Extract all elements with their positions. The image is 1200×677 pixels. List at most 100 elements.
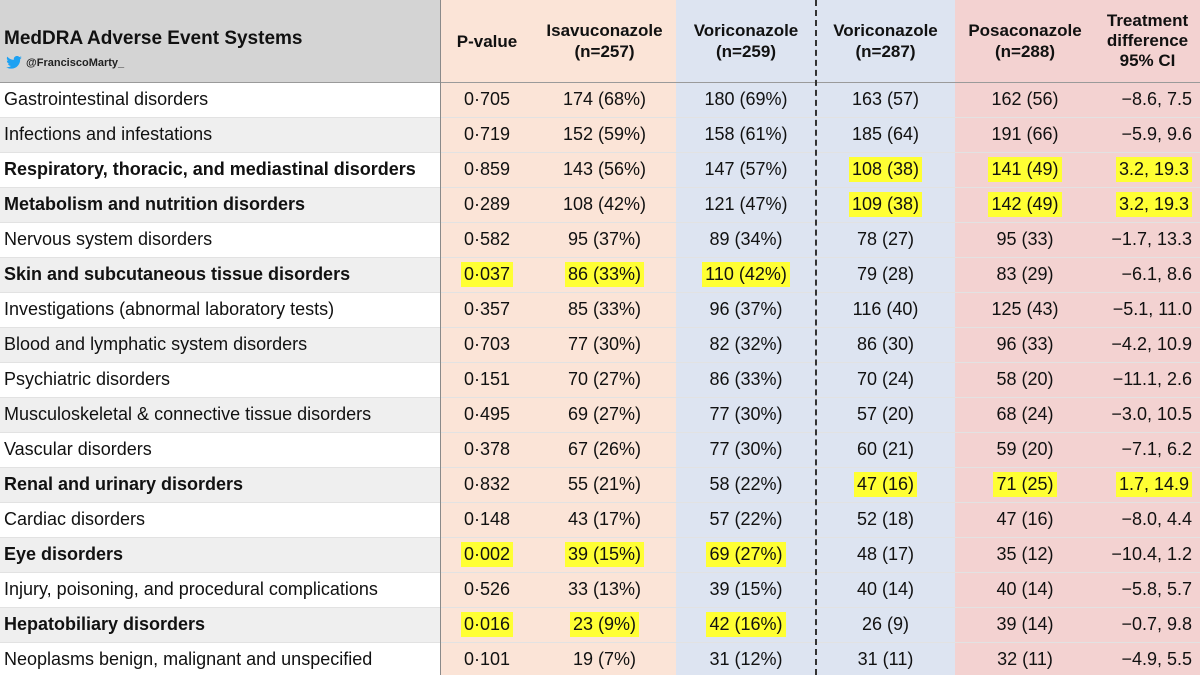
cell-vor2: 26 (9) [816, 607, 955, 642]
row-divider [0, 607, 1200, 608]
row-label: Respiratory, thoracic, and mediastinal d… [4, 159, 416, 179]
cell-diff-value: −5.8, 5.7 [1121, 579, 1192, 599]
cell-pvalue-value: 0·037 [460, 262, 514, 287]
cell-pvalue: 0·832 [441, 467, 533, 502]
cell-pvalue-value: 0·703 [463, 334, 511, 354]
cell-vor1: 82 (32%) [676, 327, 816, 362]
row-label: Investigations (abnormal laboratory test… [4, 299, 335, 319]
cell-pos-value: 141 (49) [988, 157, 1062, 182]
cell-vor2-value: 70 (24) [856, 369, 915, 389]
cell-pos: 83 (29) [955, 257, 1095, 292]
cell-pos-value: 83 (29) [996, 264, 1054, 284]
cell-vor1-value: 89 (34%) [709, 229, 783, 249]
treatment-difference-column-bg [1095, 0, 1200, 675]
twitter-handle: @FranciscoMarty_ [6, 56, 124, 69]
posaconazole-column-bg [955, 0, 1095, 675]
cell-vor2-value: 40 (14) [856, 579, 915, 599]
cell-pvalue-value: 0·859 [463, 159, 511, 179]
table-title: MedDRA Adverse Event Systems [4, 28, 303, 49]
cell-diff-value: −4.2, 10.9 [1111, 334, 1192, 354]
cell-pos: 32 (11) [955, 642, 1095, 677]
header-posaconazole-drug: Posaconazole [968, 21, 1082, 40]
cell-pvalue: 0·703 [441, 327, 533, 362]
cell-vor2: 108 (38) [816, 152, 955, 187]
row-label: Nervous system disorders [4, 229, 213, 249]
cell-isa-value: 19 (7%) [572, 649, 637, 669]
cell-pvalue-value: 0·289 [463, 194, 511, 214]
cell-pvalue-value: 0·582 [463, 229, 511, 249]
cell-pos: 96 (33) [955, 327, 1095, 362]
cell-pos-value: 59 (20) [996, 439, 1054, 459]
row-label: Hepatobiliary disorders [0, 607, 440, 642]
cell-isa-value: 95 (37%) [567, 229, 642, 249]
cell-vor2: 57 (20) [816, 397, 955, 432]
cell-pvalue-value: 0·148 [463, 509, 511, 529]
header-voriconazole-2-drug: Voriconazole [833, 21, 938, 40]
cell-diff-value: −5.1, 11.0 [1112, 299, 1192, 319]
cell-diff-value: −4.9, 5.5 [1121, 649, 1192, 669]
cell-vor1-value: 86 (33%) [709, 369, 783, 389]
cell-diff-value: −10.4, 1.2 [1111, 544, 1192, 564]
cell-pvalue-value: 0·378 [463, 439, 511, 459]
row-label: Vascular disorders [4, 439, 152, 459]
cell-vor1: 77 (30%) [676, 432, 816, 467]
cell-vor2-value: 163 (57) [851, 89, 920, 109]
cell-vor2: 79 (28) [816, 257, 955, 292]
table-row: Musculoskeletal & connective tissue diso… [0, 397, 1200, 432]
row-label: Infections and infestations [0, 117, 440, 152]
cell-vor1: 86 (33%) [676, 362, 816, 397]
table-row: Hepatobiliary disorders 0·016 23 (9%) 42 (1… [0, 607, 1200, 642]
cell-isa: 70 (27%) [533, 362, 676, 397]
cell-vor1-value: 58 (22%) [709, 474, 783, 494]
cell-vor1: 58 (22%) [676, 467, 816, 502]
cell-pvalue: 0·582 [441, 222, 533, 257]
cell-isa-value: 174 (68%) [562, 89, 647, 109]
cell-isa-value: 67 (26%) [567, 439, 642, 459]
cell-vor1-value: 110 (42%) [702, 262, 790, 287]
cell-vor2: 31 (11) [816, 642, 955, 677]
row-label: Neoplasms benign, malignant and unspecif… [4, 649, 373, 669]
cell-vor2-value: 52 (18) [856, 509, 915, 529]
cell-vor1-value: 180 (69%) [704, 89, 788, 109]
cell-pos-value: 40 (14) [996, 579, 1054, 599]
cell-pos-value: 95 (33) [996, 229, 1054, 249]
cell-isa: 174 (68%) [533, 82, 676, 117]
cell-pvalue: 0·101 [441, 642, 533, 677]
header-voriconazole-1-n: (n=259) [716, 42, 776, 61]
cell-diff-value: −0.7, 9.8 [1121, 614, 1192, 634]
row-label: Psychiatric disorders [4, 369, 171, 389]
row-label: Musculoskeletal & connective tissue diso… [0, 397, 440, 432]
cell-vor1: 147 (57%) [676, 152, 816, 187]
cell-diff: −6.1, 8.6 [1095, 257, 1200, 292]
cell-pvalue: 0·151 [441, 362, 533, 397]
row-divider [0, 327, 1200, 328]
cell-diff: 1.7, 14.9 [1095, 467, 1200, 502]
cell-pos-value: 162 (56) [991, 89, 1059, 109]
table-row: Renal and urinary disorders 0·832 55 (21%)… [0, 467, 1200, 502]
cell-diff-value: 1.7, 14.9 [1115, 472, 1192, 497]
cell-vor1-value: 57 (22%) [709, 509, 783, 529]
cell-pos-value: 32 (11) [997, 649, 1053, 669]
cell-isa-value: 23 (9%) [569, 612, 640, 637]
cell-pos: 71 (25) [955, 467, 1095, 502]
cell-diff-value: −1.7, 13.3 [1111, 229, 1192, 249]
row-divider [0, 432, 1200, 433]
cell-vor2: 185 (64) [816, 117, 955, 152]
cell-vor1-value: 121 (47%) [704, 194, 788, 214]
row-divider [0, 117, 1200, 118]
header-voriconazole-1-drug: Voriconazole [693, 21, 799, 40]
table-row: Respiratory, thoracic, and mediastinal d… [0, 152, 1200, 187]
cell-vor2-value: 116 (40) [852, 299, 919, 319]
cell-vor1: 158 (61%) [676, 117, 816, 152]
cell-pvalue: 0·002 [441, 537, 533, 572]
header-td-line1: Treatment [1106, 11, 1189, 30]
cell-diff: −1.7, 13.3 [1095, 222, 1200, 257]
header-name-cell: MedDRA Adverse Event Systems @FranciscoM… [0, 0, 440, 82]
cell-isa: 19 (7%) [533, 642, 676, 677]
cell-pvalue: 0·148 [441, 502, 533, 537]
cell-pos: 40 (14) [955, 572, 1095, 607]
cell-isa: 86 (33%) [533, 257, 676, 292]
cell-vor1-value: 82 (32%) [709, 334, 783, 354]
cell-pos-value: 96 (33) [996, 334, 1054, 354]
